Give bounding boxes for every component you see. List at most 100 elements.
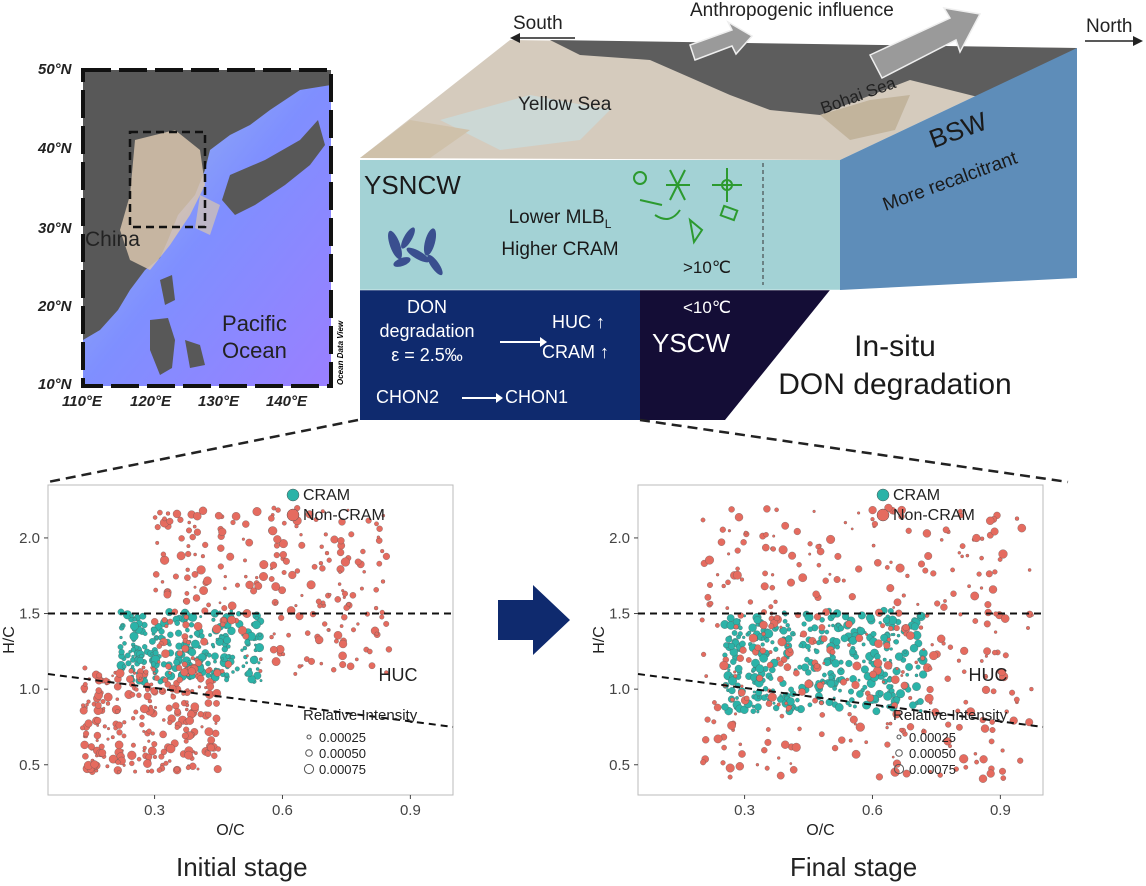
non-cram-point <box>937 634 946 643</box>
non-cram-point <box>195 659 202 667</box>
cram-point <box>187 660 191 664</box>
non-cram-point <box>243 558 247 563</box>
cram-point <box>865 613 875 623</box>
cram-point <box>224 672 230 678</box>
non-cram-point <box>385 646 393 653</box>
cram-point <box>747 630 752 635</box>
non-cram-point <box>96 672 103 679</box>
non-cram-point <box>943 599 947 603</box>
cram-point <box>231 670 235 674</box>
y-tick-label: 2.0 <box>19 530 40 547</box>
cram-point <box>768 675 774 681</box>
non-cram-point <box>122 720 127 725</box>
non-cram-point <box>788 551 797 560</box>
non-cram-point <box>891 755 895 759</box>
non-cram-point <box>200 637 208 646</box>
non-cram-point <box>704 593 712 601</box>
non-cram-point <box>893 598 902 607</box>
non-cram-point <box>748 633 758 643</box>
cram-point <box>742 635 746 640</box>
cram-point <box>240 648 244 652</box>
non-cram-point <box>864 740 869 745</box>
non-cram-point <box>901 593 906 598</box>
non-cram-point <box>214 511 223 520</box>
non-cram-point <box>906 631 915 640</box>
non-cram-point <box>204 727 214 737</box>
non-cram-point <box>192 524 197 529</box>
chon-arrow-head-icon <box>496 393 503 403</box>
non-cram-point <box>820 635 828 643</box>
cram-point <box>877 690 884 697</box>
cram-point <box>785 623 790 628</box>
non-cram-point <box>821 681 825 685</box>
non-cram-point <box>855 565 863 573</box>
non-cram-point <box>215 746 221 752</box>
cram-point <box>807 648 811 652</box>
cram-point <box>853 653 859 660</box>
non-cram-point <box>970 591 980 601</box>
cram-point <box>915 664 921 670</box>
non-cram-point <box>151 618 159 626</box>
non-cram-point <box>145 753 153 761</box>
non-cram-point <box>761 747 768 754</box>
cram-point <box>738 625 743 631</box>
non-cram-point <box>989 719 995 725</box>
non-cram-point <box>900 674 904 677</box>
non-cram-point <box>152 515 158 520</box>
y-tick-label: 1.0 <box>609 681 630 698</box>
non-cram-point <box>149 682 154 687</box>
non-cram-point <box>184 591 190 596</box>
non-cram-point <box>348 531 355 538</box>
non-cram-point <box>181 644 189 653</box>
cram-point <box>759 653 768 663</box>
lat-label: 40°N <box>38 140 72 157</box>
non-cram-point <box>816 562 822 568</box>
non-cram-point <box>747 599 754 605</box>
non-cram-point <box>807 541 813 547</box>
non-cram-point <box>278 539 288 549</box>
cram-point <box>257 632 262 637</box>
legend-label: CRAM <box>303 487 350 504</box>
cram-point <box>839 667 843 671</box>
non-cram-point <box>725 579 731 586</box>
phytoplankton-icon <box>633 168 742 245</box>
reference-line-diagonal <box>47 673 454 728</box>
non-cram-point <box>346 662 355 671</box>
ysncw-description: Lower MLBL Higher CRAM <box>490 205 630 263</box>
non-cram-point <box>121 733 127 739</box>
non-cram-point <box>914 660 918 665</box>
non-cram-point <box>300 593 304 598</box>
non-cram-point <box>905 527 912 534</box>
non-cram-point <box>850 527 854 531</box>
non-cram-point <box>738 750 746 758</box>
non-cram-point <box>150 731 155 736</box>
non-cram-point <box>177 516 184 523</box>
cram-point <box>786 627 792 632</box>
chart-final-svg: 0.3 0.6 0.9 0.5 1.0 1.5 2.0 O/C H/C HUC CRAM Non-CR… <box>591 484 1044 839</box>
non-cram-point <box>338 518 346 526</box>
non-cram-point <box>161 649 170 658</box>
size-legend-label: 0.00075 <box>909 762 956 777</box>
non-cram-point <box>871 543 876 548</box>
cram-point <box>880 633 888 642</box>
non-cram-point <box>147 746 157 756</box>
non-cram-point <box>895 563 905 573</box>
non-cram-point <box>163 590 172 599</box>
non-cram-point <box>86 699 91 704</box>
cram-point <box>785 635 793 643</box>
non-cram-point <box>193 552 197 557</box>
non-cram-point <box>81 703 86 708</box>
non-cram-point <box>217 563 224 570</box>
cram-point <box>131 654 135 659</box>
non-cram-point <box>213 700 220 707</box>
non-cram-point <box>176 551 186 561</box>
non-cram-point <box>339 624 344 628</box>
cram-point <box>725 636 733 643</box>
non-cram-point <box>360 548 366 555</box>
cram-point <box>807 702 813 708</box>
cram-point <box>142 644 148 650</box>
non-cram-point <box>769 584 776 591</box>
non-cram-point <box>745 657 752 663</box>
non-cram-point <box>739 646 747 654</box>
non-cram-point <box>111 674 114 678</box>
